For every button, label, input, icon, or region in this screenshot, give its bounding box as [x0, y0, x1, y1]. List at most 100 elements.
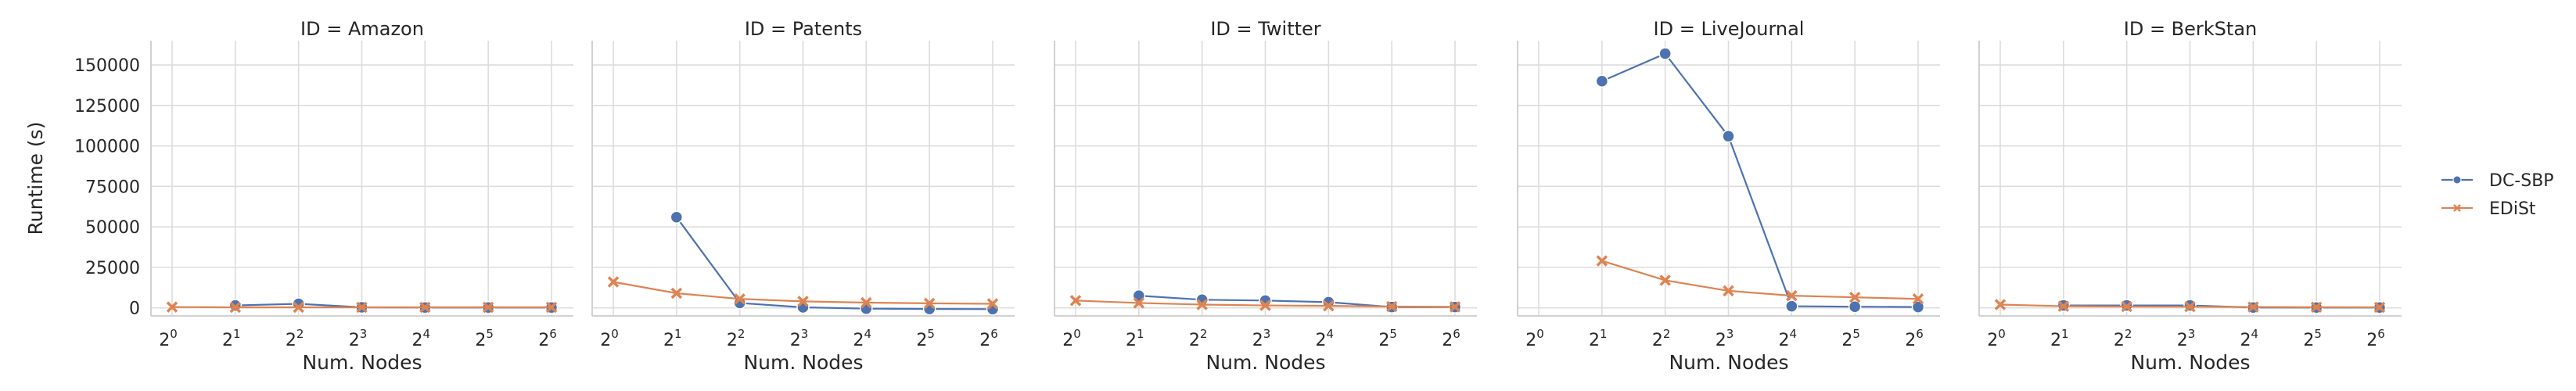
- data-point-edist: [356, 301, 368, 314]
- legend-label-dc-sbp: DC-SBP: [2489, 171, 2554, 191]
- y-tick-label: 100000: [74, 138, 140, 157]
- x-axis-label: Num. Nodes: [302, 351, 422, 374]
- data-point-edist: [607, 276, 620, 288]
- x-tick-label: 23: [790, 327, 809, 350]
- series-line-dc-sbp: [675, 217, 993, 310]
- x-axis-label: Num. Nodes: [2130, 351, 2250, 374]
- x-axis-label: Num. Nodes: [1669, 351, 1788, 374]
- facet-title: ID = LiveJournal: [1654, 18, 1805, 40]
- x-tick-label: 22: [2114, 327, 2132, 350]
- facet-title: ID = Twitter: [1210, 18, 1320, 40]
- data-point-dc-sbp: [670, 210, 684, 224]
- x-tick-label: 26: [979, 327, 998, 350]
- x-tick-label: 24: [412, 327, 431, 350]
- data-point-edist: [482, 301, 494, 314]
- data-point-edist: [293, 301, 304, 314]
- data-point-edist: [2247, 301, 2259, 313]
- x-tick-label: 22: [286, 327, 304, 350]
- x-tick-label: 26: [1905, 327, 1924, 350]
- data-point-edist: [1786, 289, 1798, 302]
- data-point-edist: [1323, 300, 1335, 312]
- x-axis-label: Num. Nodes: [743, 351, 863, 374]
- facet-title: ID = Patents: [745, 18, 862, 40]
- x-tick-label: 25: [475, 327, 494, 350]
- legend-marker-edist: [2453, 204, 2461, 212]
- y-tick-label: 75000: [85, 178, 140, 197]
- x-tick-label: 25: [1841, 327, 1860, 350]
- legend-label-edist: EDiSt: [2489, 199, 2536, 219]
- data-point-dc-sbp: [1722, 129, 1735, 143]
- x-tick-label: 24: [1316, 327, 1335, 350]
- facet-panel: ID = LiveJournal 20 21 22 23 24 25 26 Num. Nodes: [1517, 18, 1940, 374]
- x-tick-label: 22: [1189, 327, 1208, 350]
- x-tick-label: 23: [2177, 327, 2196, 350]
- data-point-edist: [1133, 297, 1145, 309]
- data-point-dc-sbp: [1595, 74, 1609, 88]
- x-tick-label: 24: [2240, 327, 2259, 350]
- data-point-edist: [419, 301, 431, 314]
- data-point-dc-sbp: [228, 299, 243, 312]
- data-point-edist: [1723, 285, 1734, 297]
- x-tick-label: 21: [1589, 327, 1608, 350]
- data-point-edist: [2057, 300, 2070, 312]
- x-tick-label: 25: [916, 327, 935, 350]
- x-tick-label: 22: [727, 327, 745, 350]
- data-point-edist: [1659, 274, 1671, 286]
- data-point-dc-sbp: [1848, 300, 1862, 314]
- data-point-edist: [229, 301, 242, 314]
- data-point-edist: [734, 293, 745, 305]
- x-tick-label: 26: [2366, 327, 2385, 350]
- x-tick-label: 24: [853, 327, 872, 350]
- data-point-edist: [1259, 300, 1271, 311]
- data-point-edist: [1596, 255, 1608, 267]
- y-tick-label: 25000: [85, 259, 140, 278]
- x-tick-label: 22: [1652, 327, 1671, 350]
- y-tick-label: 0: [129, 300, 140, 319]
- facet-panel: ID = Patents 20 21 22 23 24 25 26 Num. Nodes: [591, 18, 1015, 374]
- y-tick-label: 50000: [85, 218, 140, 238]
- x-tick-label: 25: [2303, 327, 2322, 350]
- x-tick-label: 20: [159, 327, 178, 350]
- x-axis-label: Num. Nodes: [1205, 351, 1325, 374]
- facet-title: ID = Amazon: [300, 18, 424, 40]
- y-tick-label: 150000: [74, 56, 140, 76]
- data-point-edist: [1449, 301, 1461, 313]
- facet-title: ID = BerkStan: [2124, 18, 2257, 40]
- series-line-edist: [1601, 260, 1919, 300]
- x-tick-label: 23: [1252, 327, 1271, 350]
- x-tick-label: 21: [663, 327, 682, 350]
- legend: DC-SBP EDiSt: [2441, 171, 2554, 219]
- x-tick-label: 20: [600, 327, 619, 350]
- data-point-edist: [1385, 300, 1398, 313]
- data-point-edist: [2373, 301, 2386, 314]
- y-axis-label: Runtime (s): [24, 122, 47, 235]
- data-point-edist: [545, 301, 558, 314]
- data-point-edist: [166, 301, 178, 313]
- facet-panel: ID = Amazon 20 21 22 23 24 25 26 Num. Nodes 0 2500…: [24, 18, 573, 374]
- data-point-edist: [1912, 293, 1924, 305]
- data-point-edist: [1196, 299, 1208, 310]
- data-point-edist: [670, 287, 683, 300]
- data-point-edist: [2121, 300, 2132, 313]
- facet-panel: ID = Twitter 20 21 22 23 24 25 26 Num. Nodes: [1054, 18, 1477, 374]
- x-tick-label: 25: [1378, 327, 1397, 350]
- data-point-edist: [797, 296, 809, 307]
- data-point-edist: [1994, 299, 2007, 310]
- data-point-dc-sbp: [1911, 300, 1925, 314]
- series-line-dc-sbp: [1601, 52, 1919, 308]
- data-point-dc-sbp: [1785, 300, 1798, 313]
- x-tick-label: 23: [349, 327, 368, 350]
- data-point-edist: [860, 296, 872, 309]
- x-tick-label: 21: [1126, 327, 1144, 350]
- legend-marker-dc-sbp: [2452, 175, 2462, 185]
- x-tick-label: 20: [1987, 327, 2006, 350]
- data-point-edist: [986, 298, 999, 310]
- x-tick-label: 23: [1716, 327, 1734, 350]
- x-tick-label: 20: [1525, 327, 1544, 350]
- data-point-edist: [1848, 291, 1861, 303]
- x-tick-label: 21: [2050, 327, 2069, 350]
- x-tick-label: 24: [1779, 327, 1798, 350]
- data-point-edist: [2310, 301, 2323, 314]
- x-tick-label: 21: [222, 327, 241, 350]
